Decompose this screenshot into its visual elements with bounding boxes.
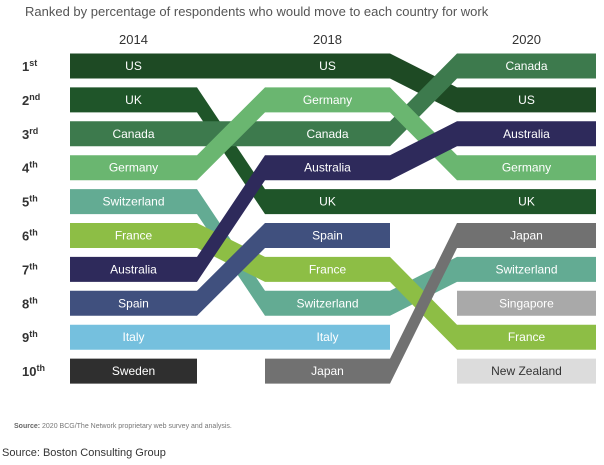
label-italy-2018: Italy	[316, 330, 338, 344]
band-australia	[70, 121, 596, 282]
label-australia-2018: Australia	[304, 161, 351, 175]
label-singapore-2020: Singapore	[499, 296, 554, 310]
source-note: Source: 2020 BCG/The Network proprietary…	[14, 423, 232, 430]
rank-label-10: 10th	[22, 363, 45, 379]
label-switzerland-2020: Switzerland	[495, 262, 557, 276]
year-header-2020: 2020	[512, 32, 541, 47]
rank-label-8: 8th	[22, 295, 38, 311]
rank-label-4: 4th	[22, 160, 38, 176]
label-germany-2020: Germany	[502, 161, 551, 175]
rank-label-3: 3rd	[22, 126, 38, 142]
band-spain	[70, 223, 390, 316]
band-japan	[265, 223, 596, 384]
label-uk-2020: UK	[518, 195, 535, 209]
rank-label-1: 1st	[22, 58, 37, 74]
chart-subtitle: Ranked by percentage of respondents who …	[25, 4, 489, 19]
source-note-text: 2020 BCG/The Network proprietary web sur…	[42, 423, 232, 430]
label-france-2018: France	[309, 262, 347, 276]
label-spain-2018: Spain	[312, 229, 343, 243]
label-australia-2014: Australia	[110, 262, 157, 276]
band-france	[70, 223, 596, 350]
label-france-2020: France	[508, 330, 546, 344]
rank-label-2: 2nd	[22, 92, 40, 108]
label-italy-2014: Italy	[122, 330, 144, 344]
label-germany-2014: Germany	[109, 161, 158, 175]
label-sweden-2014: Sweden	[112, 364, 155, 378]
rank-label-6: 6th	[22, 228, 38, 244]
band-italy	[70, 324, 390, 350]
label-uk-2014: UK	[125, 93, 142, 107]
rank-label-9: 9th	[22, 329, 38, 345]
year-header-2014: 2014	[119, 32, 148, 47]
band-new-zealand	[457, 358, 596, 384]
label-japan-2018: Japan	[311, 364, 344, 378]
band-sweden	[70, 358, 197, 384]
label-france-2014: France	[115, 229, 153, 243]
band-uk	[70, 87, 596, 215]
label-switzerland-2014: Switzerland	[102, 195, 164, 209]
year-header-2018: 2018	[313, 32, 342, 47]
label-switzerland-2018: Switzerland	[296, 296, 358, 310]
band-canada	[70, 53, 596, 147]
band-singapore	[457, 290, 596, 316]
band-us	[70, 53, 596, 113]
label-uk-2018: UK	[319, 195, 336, 209]
label-us-2014: US	[125, 59, 142, 73]
label-canada-2020: Canada	[505, 59, 547, 73]
image-caption: Source: Boston Consulting Group	[2, 447, 166, 459]
label-new-zealand-2020: New Zealand	[491, 364, 562, 378]
source-note-label: Source:	[14, 423, 41, 430]
rank-label-5: 5th	[22, 194, 38, 210]
label-canada-2014: Canada	[112, 127, 154, 141]
label-germany-2018: Germany	[303, 93, 352, 107]
label-spain-2014: Spain	[118, 296, 149, 310]
label-us-2018: US	[319, 59, 336, 73]
label-australia-2020: Australia	[503, 127, 550, 141]
label-canada-2018: Canada	[306, 127, 348, 141]
band-switzerland	[70, 189, 596, 316]
label-us-2020: US	[518, 93, 535, 107]
band-germany	[70, 87, 596, 181]
bump-chart: 2014 2018 2020 1st 2nd 3rd 4th 5th 6th 7th 8th 9th…	[22, 32, 596, 384]
rank-label-7: 7th	[22, 261, 38, 277]
label-japan-2020: Japan	[510, 229, 543, 243]
